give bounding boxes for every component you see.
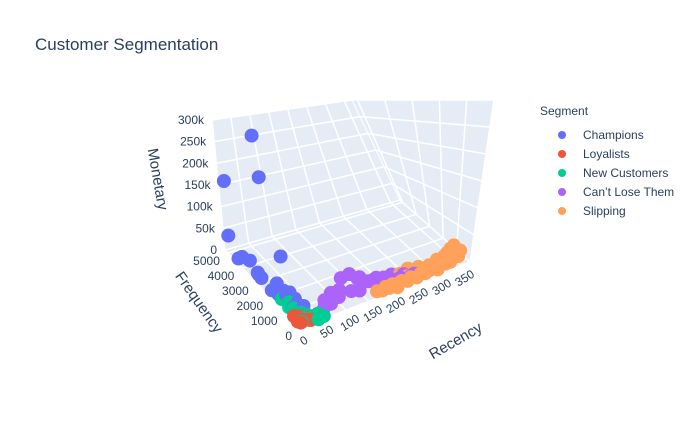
data-point [350,271,365,286]
point-layer [216,128,468,330]
legend-marker-icon [558,187,566,196]
z-tick-label: 0 [210,243,217,257]
data-point [244,128,259,143]
legend-marker-icon [558,149,566,158]
z-gridline-right [367,132,487,155]
z-gridline-back [216,132,369,165]
y-tick-label: 2000 [236,299,263,313]
z-tick-label: 100k [187,200,214,214]
z-gridline-back [218,149,377,186]
z-gridline-back [214,115,361,143]
x-tick-label: 100 [338,311,363,334]
legend-item[interactable]: Loyalists [540,144,674,163]
z-gridline-back [211,99,353,121]
data-point [375,283,390,298]
data-point [430,262,445,277]
z-tick-label: 150k [184,178,211,192]
data-point [273,249,288,264]
z-tick-label: 200k [182,156,209,170]
z-gridline-right [391,182,475,236]
z-gridline-back [224,199,401,251]
data-point [352,283,367,298]
z-tick-label: 50k [195,221,215,235]
data-point [390,280,405,295]
z-tick-label: 250k [180,135,207,149]
legend: Segment Champions Loyalists New Customers C… [540,104,674,220]
x-tick-label: 150 [361,302,386,325]
x-tick-label: 250 [407,285,432,308]
y-tick-label: 1000 [251,314,278,328]
data-point [221,228,236,243]
z-axis-label: Monetary [144,147,172,212]
x-tick-label: 300 [430,276,455,299]
y-gridline-floor [256,225,430,284]
legend-marker-icon [558,206,566,215]
z-gridline-back [220,165,385,208]
x-tick-label: 350 [452,267,477,290]
data-point [242,253,257,268]
data-point [216,174,231,188]
legend-label: Loyalists [583,146,630,161]
legend-item[interactable]: New Customers [540,163,674,182]
y-tick-label: 0 [285,329,292,343]
y-gridline-floor [242,213,417,269]
legend-label: Can’t Lose Them [583,184,675,199]
legend-marker-icon [558,130,566,139]
z-gridline-right [383,165,479,209]
z-gridline-right [375,149,483,182]
chart-title: Customer Segmentation [35,35,219,54]
data-point [254,271,269,285]
z-gridline-back [222,182,393,230]
y-tick-label: 5000 [193,254,220,268]
legend-label: Champions [583,127,644,142]
data-point [251,170,266,185]
x-axis-label: Recency [426,319,485,363]
legend-item[interactable]: Can’t Lose Them [540,182,674,201]
legend-label: New Customers [583,165,669,180]
z-tick-label: 300k [178,113,205,127]
y-gridline-floor [270,237,444,299]
legend-item[interactable]: Slipping [540,201,674,220]
legend-item[interactable]: Champions [540,125,674,144]
x-tick-label: 0 [297,333,310,349]
legend-label: Slipping [583,203,626,218]
y-gridline-floor [227,201,403,254]
y-tick-label: 4000 [208,269,235,283]
z-gridline-right [359,115,491,128]
legend-title: Segment [540,104,589,118]
data-point [367,272,382,287]
legend-items: Champions Loyalists New Customers Can’t Los… [540,125,674,220]
x-gridline-floor [248,242,324,320]
legend-marker-icon [558,168,566,177]
data-point [293,315,308,330]
y-tick-label: 3000 [222,284,249,298]
x-tick-label: 200 [384,294,409,317]
data-point [311,312,326,327]
